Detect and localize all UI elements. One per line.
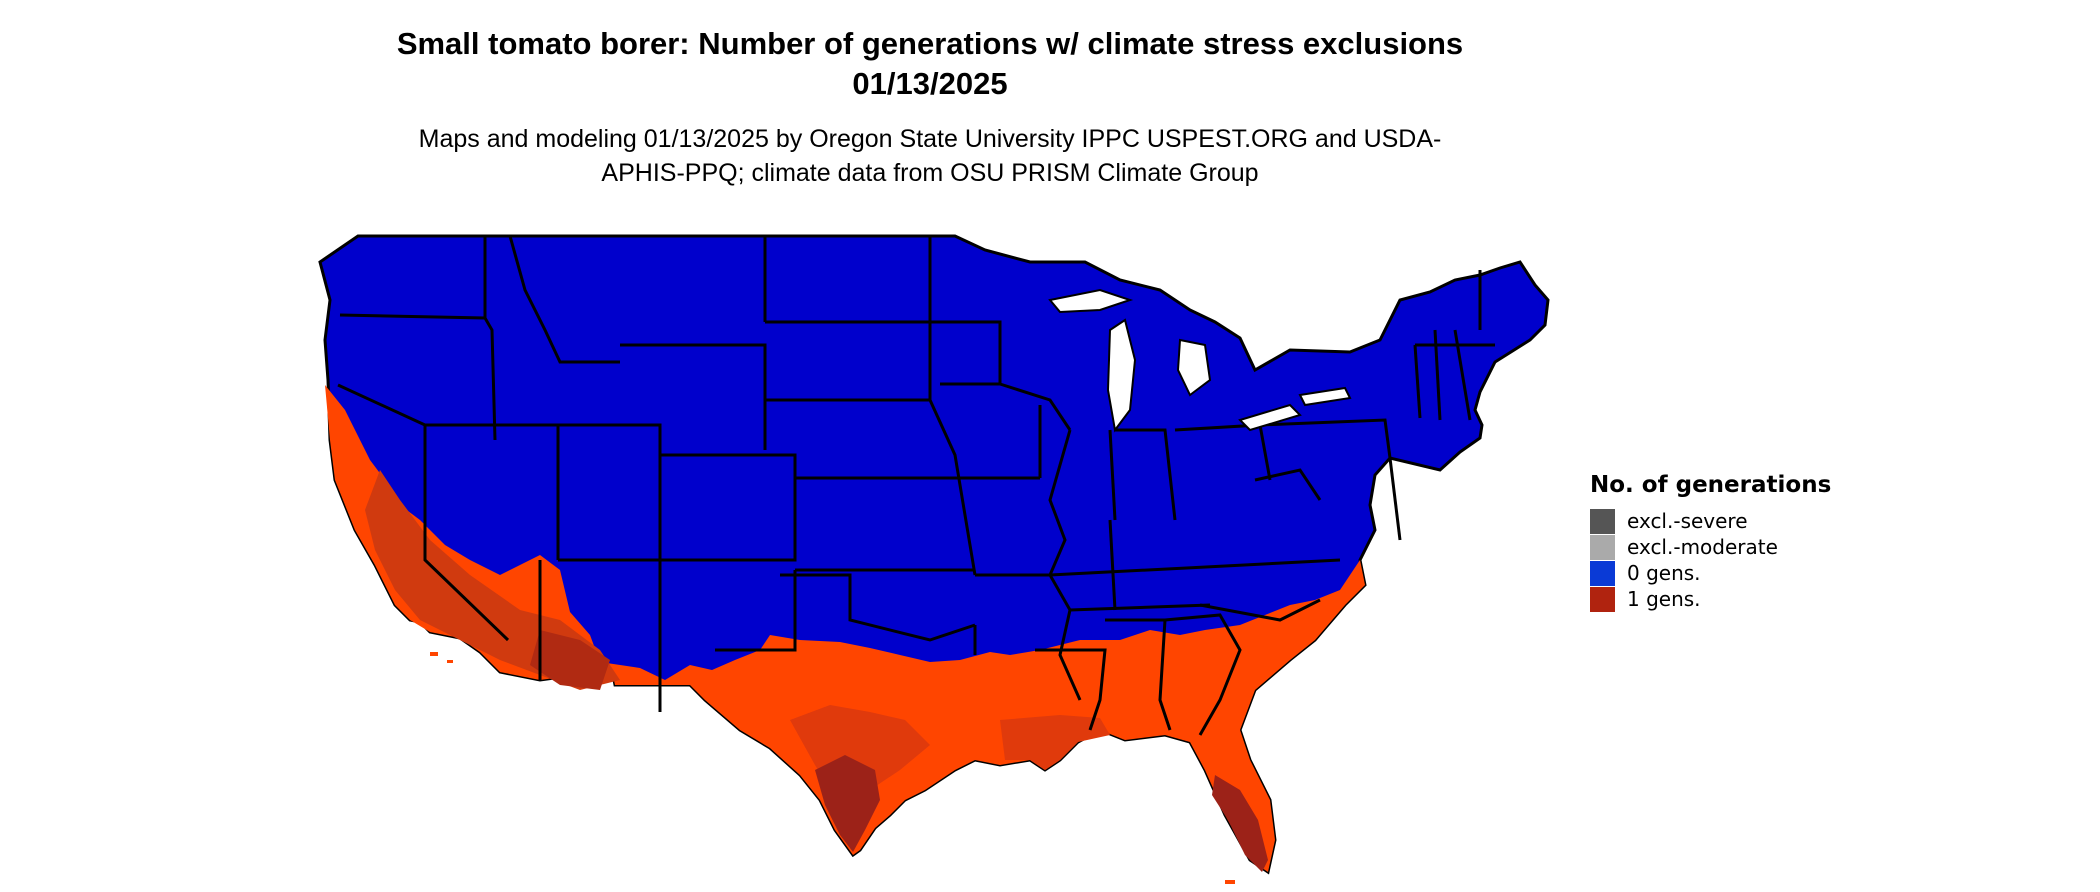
hottest-zone-florida (1212, 775, 1268, 872)
legend-swatch-1-gens (1590, 586, 1615, 612)
hottest-zone-arizona (530, 630, 610, 690)
legend-label: excl.-moderate (1627, 535, 1778, 559)
legend-title: No. of generations (1590, 472, 1832, 498)
coastal-islands (430, 652, 1235, 884)
legend-item-0-gens: 0 gens. (1590, 560, 1831, 586)
legend-item-excl-severe: excl.-severe (1590, 508, 1831, 534)
warmer-zone-south (790, 705, 930, 810)
legend-swatch-0-gens (1590, 560, 1615, 586)
map-subtitle: Maps and modeling 01/13/2025 by Oregon S… (418, 125, 1442, 187)
legend-label: 1 gens. (1627, 587, 1701, 611)
legend-item-excl-moderate: excl.-moderate (1590, 534, 1831, 560)
legend-swatch-excl-moderate (1590, 534, 1615, 560)
warmer-zone-gulf (1000, 715, 1110, 770)
great-lakes (1048, 288, 1352, 433)
legend-item-1-gens: 1 gens. (1590, 586, 1831, 612)
hottest-zone-texas (815, 755, 880, 852)
state-borders (337, 235, 1495, 736)
legend: No. of generations excl.-severe excl.-mo… (1590, 470, 1831, 612)
map-title: Small tomato borer: Number of generation… (396, 26, 1464, 101)
legend-label: 0 gens. (1627, 561, 1701, 585)
legend-label: excl.-severe (1627, 509, 1748, 533)
legend-swatch-excl-severe (1590, 508, 1615, 534)
